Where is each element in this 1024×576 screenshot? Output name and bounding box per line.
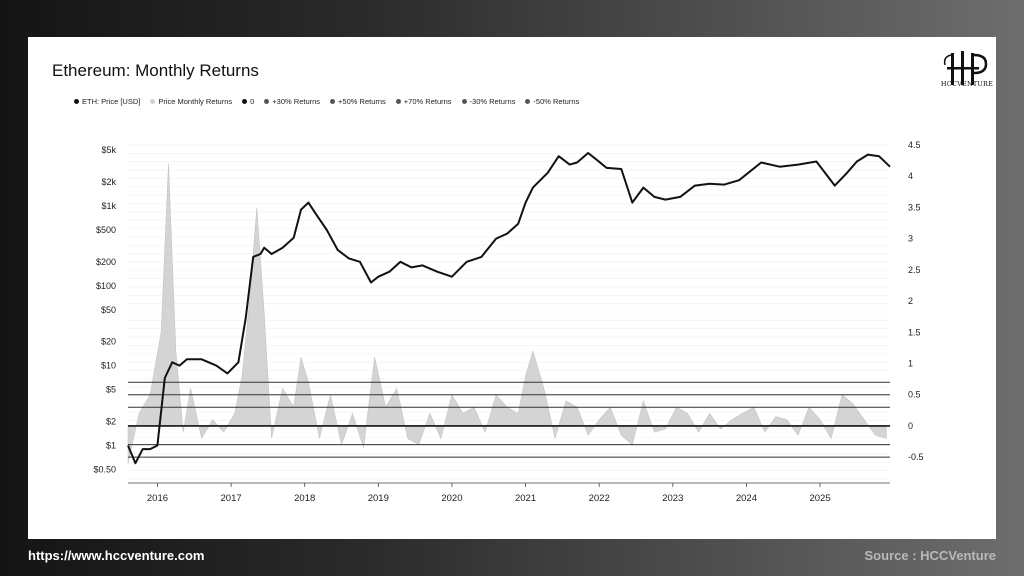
series-monthly-returns-area [127, 163, 887, 464]
y-right-tick-label: 0.5 [908, 390, 921, 400]
y-right-tick-label: -0.5 [908, 452, 924, 462]
legend-item-5[interactable]: +70% Returns [395, 97, 452, 106]
chart-svg: $0.50 $1 $2 $5 $10 $20 $50 $100 $200 $500 $1k $2k $5… [93, 140, 924, 504]
x-tick-label: 2020 [441, 493, 462, 504]
y-left-tick-label: $200 [96, 257, 116, 267]
legend-swatch [461, 99, 467, 104]
chart-card: Ethereum: Monthly Returns HCCVENTURE ETH… [28, 37, 996, 539]
y-left-tick-label: $100 [96, 281, 116, 291]
website-link[interactable]: https://www.hccventure.com [28, 548, 205, 563]
legend-swatch [242, 99, 248, 104]
legend-item-6[interactable]: -30% Returns [461, 97, 516, 106]
y-left-tick-label: $0.50 [93, 464, 116, 474]
y-right-tick-label: 2 [908, 296, 913, 306]
y-right-tick-label: 1 [908, 359, 913, 369]
legend-item-1[interactable]: Price Monthly Returns [150, 97, 232, 106]
x-tick-label: 2018 [294, 493, 315, 504]
y-left-tick-label: $2 [106, 416, 116, 426]
legend-label: -50% Returns [533, 97, 580, 106]
legend-swatch [525, 99, 531, 104]
legend-swatch [264, 99, 270, 104]
legend-swatch [395, 99, 401, 104]
y-left-tick-label: $500 [96, 225, 116, 235]
y-left-tick-label: $1k [101, 201, 116, 211]
legend-label: -30% Returns [469, 97, 516, 106]
chart-legend: ETH: Price [USD] Price Monthly Returns 0 +3… [74, 97, 579, 106]
y-left-tick-label: $2k [101, 177, 116, 187]
y-right-tick-label: 0 [908, 421, 913, 431]
legend-label: 0 [250, 97, 255, 106]
y-left-tick-label: $5k [101, 145, 116, 155]
y-left-tick-label: $5 [106, 385, 116, 395]
y-right-tick-label: 2.5 [908, 265, 921, 275]
source-label: Source : HCCVenture [864, 548, 996, 563]
legend-item-7[interactable]: -50% Returns [525, 97, 579, 106]
legend-item-0[interactable]: ETH: Price [USD] [74, 97, 140, 106]
x-tick-label: 2019 [368, 493, 389, 504]
x-tick-label: 2016 [147, 493, 168, 504]
legend-label: Price Monthly Returns [158, 97, 233, 106]
y-right-tick-label: 1.5 [908, 327, 921, 337]
legend-label: +30% Returns [272, 97, 321, 106]
y-left-tick-label: $1 [106, 440, 116, 450]
legend-swatch [74, 99, 79, 104]
x-tick-label: 2024 [736, 493, 757, 504]
legend-item-2[interactable]: 0 [242, 97, 254, 106]
legend-item-4[interactable]: +50% Returns [330, 97, 386, 106]
chart-title: Ethereum: Monthly Returns [52, 61, 259, 80]
legend-swatch [150, 99, 156, 104]
x-tick-label: 2023 [662, 493, 683, 504]
x-tick-label: 2025 [809, 493, 830, 504]
legend-label: ETH: Price [USD] [82, 97, 141, 106]
legend-item-3[interactable]: +30% Returns [264, 97, 320, 106]
y-right-tick-label: 4 [908, 171, 913, 181]
y-right-tick-label: 4.5 [908, 140, 921, 150]
series-eth-price-line [127, 152, 891, 465]
y-left-tick-label: $10 [101, 361, 116, 371]
legend-label: +70% Returns [403, 97, 452, 106]
y-left-tick-label: $50 [101, 305, 116, 315]
x-tick-label: 2021 [515, 493, 536, 504]
legend-swatch [330, 99, 336, 104]
hccventure-logo-mark [943, 51, 988, 85]
y-left-tick-label: $20 [101, 337, 116, 347]
x-tick-label: 2022 [589, 493, 610, 504]
x-tick-label: 2017 [221, 493, 242, 504]
logo-text: HCCVENTURE [940, 80, 994, 88]
y-right-tick-label: 3.5 [908, 202, 921, 212]
y-right-tick-label: 3 [908, 234, 913, 244]
legend-label: +50% Returns [338, 97, 386, 106]
